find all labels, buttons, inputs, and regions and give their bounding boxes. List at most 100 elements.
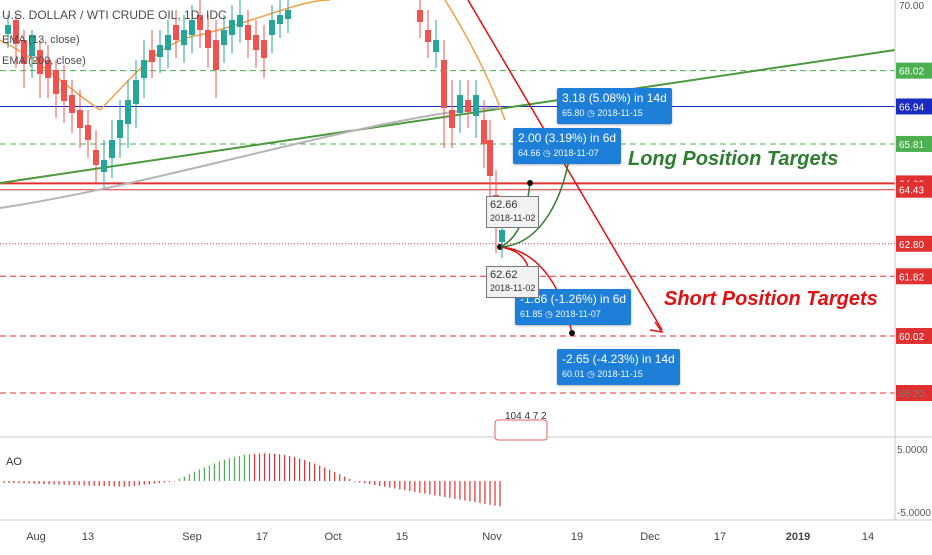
projection-short-6d-price: 61.85 (520, 309, 543, 319)
chart-title: U.S. DOLLAR / WTI CRUDE OIL, 1D, IDC (2, 8, 227, 22)
candle-body-23 (189, 20, 195, 35)
price-tag-label-58.30: 58.30 (899, 389, 924, 400)
candle-body-6 (53, 70, 59, 94)
ao-y-tick-0: 5.0000 (897, 445, 928, 456)
price-tag-58.30 (896, 385, 932, 401)
candle-body-35 (285, 10, 291, 19)
projection-short-6d-main: -1.86 (-1.26%) in 6d (520, 292, 627, 306)
projection-long-6d-price: 64.66 (518, 148, 541, 158)
candle-body-33 (269, 20, 275, 35)
candle-body-9 (77, 110, 83, 128)
projection-short-14d-date: 2018-11-15 (597, 369, 643, 379)
ao-y-tick-1: -5.0000 (897, 508, 931, 519)
price-tag-62.80 (896, 235, 932, 252)
price-tag-label-60.02: 60.02 (899, 332, 924, 343)
green-trendline (0, 49, 896, 184)
price-tag-label-68.02: 68.02 (899, 67, 924, 78)
candle-body-19 (157, 45, 163, 57)
candle-body-14 (117, 120, 123, 138)
price-tag-64.43 (896, 181, 932, 198)
ao-label: AO (6, 456, 22, 468)
x-tick-13-1: 13 (82, 531, 94, 543)
x-tick-Nov-6: Nov (482, 531, 502, 543)
candle-body-16 (133, 80, 139, 104)
candle-body-3 (29, 35, 35, 56)
candle-body-38 (433, 40, 439, 52)
x-tick-14-11: 14 (862, 531, 874, 543)
projection-short-14d-price: 60.01 (562, 369, 585, 379)
candle-body-30 (245, 25, 251, 40)
events-badge[interactable]: 104 4 7 2 (505, 411, 547, 422)
candle-body-47 (499, 230, 505, 242)
candle-body-21 (173, 25, 179, 40)
x-tick-15-5: 15 (396, 531, 408, 543)
projection-point-3 (569, 330, 575, 336)
projection-long-14d-price: 65.80 (562, 108, 585, 118)
candle-body-42 (465, 100, 471, 112)
projection-long-14d-main: 3.18 (5.08%) in 14d (562, 91, 667, 105)
candle-body-28 (229, 20, 235, 35)
price-point-low-date: 2018-11-02 (490, 283, 536, 293)
projection-long-6d-date: 2018-11-07 (553, 148, 599, 158)
indicator-ema200: EMA (200, close) (2, 55, 86, 67)
x-tick-Sep-2: Sep (182, 531, 202, 543)
events-badge-frame (494, 419, 548, 441)
projection-long-6d: 2.00 (3.19%) in 6d 64.66 ◷ 2018-11-07 (513, 128, 622, 164)
red-trendline-arrow (649, 321, 664, 334)
candle-body-5 (45, 60, 51, 78)
x-tick-Oct-4: Oct (324, 531, 341, 543)
candle-body-39 (441, 60, 447, 108)
y-tick-70.00: 70.00 (899, 1, 924, 12)
candle-body-36 (417, 10, 423, 22)
candle-body-34 (277, 15, 283, 24)
candle-body-12 (101, 160, 107, 172)
price-tag-65.81 (896, 135, 932, 152)
candle-body-25 (205, 30, 211, 48)
price-tag-60.02 (896, 327, 932, 344)
candle-body-24 (197, 15, 203, 30)
y-tick-58.30: 58.30 (899, 389, 924, 400)
projection-long-14d-date: 2018-11-15 (597, 108, 643, 118)
candle-body-27 (221, 30, 227, 45)
candle-body-11 (93, 150, 99, 165)
candle-body-22 (181, 30, 187, 45)
candle-body-45 (487, 140, 493, 176)
candle-body-2 (21, 40, 27, 64)
clock-icon: ◷ (587, 369, 595, 379)
candle-body-32 (261, 40, 267, 58)
price-tag-label-65.81: 65.81 (899, 140, 924, 151)
candle-body-37 (425, 30, 431, 42)
x-tick-17-9: 17 (714, 531, 726, 543)
indicator-ema13: EMA (13, close) (2, 34, 80, 46)
projection-short-6d-date: 2018-11-07 (555, 309, 601, 319)
price-tag-label-64.43: 64.43 (899, 186, 924, 197)
projection-short-14d-main: -2.65 (-4.23%) in 14d (562, 352, 675, 366)
x-tick-Aug-0: Aug (26, 531, 46, 543)
x-tick-Dec-8: Dec (640, 531, 660, 543)
candle-body-15 (125, 100, 131, 124)
x-tick-2019-10: 2019 (786, 531, 810, 543)
candle-body-20 (165, 35, 171, 50)
candle-body-10 (85, 125, 91, 140)
price-point-high: 62.66 2018-11-02 (486, 196, 540, 228)
short-targets-annotation: Short Position Targets (664, 288, 878, 310)
candle-body-8 (69, 95, 75, 113)
price-point-high-value: 62.66 (490, 199, 518, 211)
price-tag-label-61.82: 61.82 (899, 272, 924, 283)
price-tag-label-62.80: 62.80 (899, 240, 924, 251)
candle-body-31 (253, 35, 259, 50)
candle-body-44 (481, 120, 487, 144)
candle-body-29 (237, 15, 243, 27)
price-tag-66.94 (896, 98, 932, 115)
ema200-line (0, 107, 501, 209)
red-trendline (467, 0, 663, 331)
price-point-low: 62.62 2018-11-02 (486, 266, 540, 298)
candle-body-1 (13, 20, 19, 44)
price-point-low-value: 62.62 (490, 269, 518, 281)
projection-long-6d-main: 2.00 (3.19%) in 6d (518, 131, 617, 145)
candle-body-18 (149, 50, 155, 62)
price-point-high-date: 2018-11-02 (490, 213, 536, 223)
x-tick-17-3: 17 (256, 531, 268, 543)
